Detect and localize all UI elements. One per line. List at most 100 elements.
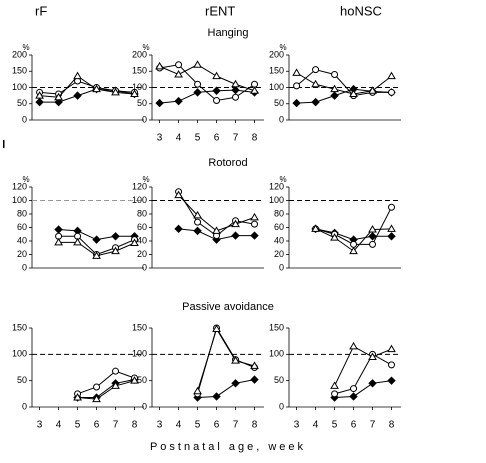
x-tick-label: 4	[313, 420, 319, 431]
marker	[349, 246, 358, 255]
series-line	[159, 64, 255, 92]
y-tick-label: 100	[12, 82, 27, 92]
y-axis-label: %	[142, 43, 149, 52]
y-tick-label: 80	[274, 208, 284, 218]
marker	[130, 89, 139, 97]
marker	[368, 225, 377, 233]
y-tick-label: 20	[274, 249, 284, 259]
marker	[212, 392, 221, 401]
marker	[73, 237, 82, 246]
y-tick-label: 150	[12, 322, 27, 332]
marker	[250, 375, 259, 384]
column-title: rF	[35, 3, 47, 18]
marker	[174, 96, 183, 106]
y-axis-label: %	[279, 43, 286, 52]
marker	[92, 394, 101, 403]
marker	[175, 61, 183, 69]
x-tick-label: 4	[176, 133, 182, 144]
x-tick-label: 4	[176, 420, 182, 431]
y-tick-label: 60	[137, 222, 147, 232]
marker	[54, 92, 63, 101]
marker	[330, 84, 339, 93]
series-line	[39, 75, 135, 98]
marker	[350, 240, 358, 248]
y-tick-label: 0	[22, 401, 27, 411]
marker	[292, 98, 301, 108]
marker	[250, 231, 259, 240]
marker	[212, 226, 221, 234]
marker	[368, 232, 377, 241]
marker	[35, 97, 44, 107]
y-tick-label: 150	[132, 66, 147, 76]
marker	[112, 367, 120, 375]
marker	[35, 91, 44, 99]
x-tick-label: 7	[233, 133, 239, 144]
marker	[330, 381, 339, 389]
marker	[193, 210, 202, 219]
marker	[174, 190, 183, 199]
marker	[312, 66, 320, 74]
marker	[387, 232, 396, 241]
y-tick-label: 60	[17, 222, 27, 232]
marker	[231, 219, 240, 228]
marker	[293, 82, 301, 90]
marker	[174, 70, 183, 78]
y-tick-label: 0	[142, 262, 147, 272]
y-tick-label: 80	[17, 208, 27, 218]
marker	[311, 79, 320, 88]
y-tick-label: 50	[274, 98, 284, 108]
x-tick-label: 5	[332, 420, 338, 431]
y-tick-label: 60	[274, 222, 284, 232]
marker	[250, 86, 259, 94]
x-tick-label: 5	[195, 133, 201, 144]
y-axis-label: %	[22, 43, 29, 52]
marker	[387, 344, 396, 353]
x-tick-label: 8	[252, 133, 258, 144]
marker	[350, 385, 358, 393]
y-tick-label: 40	[17, 235, 27, 245]
marker	[387, 71, 396, 80]
y-tick-label: 100	[269, 349, 284, 359]
marker	[232, 93, 240, 101]
y-tick-label: 200	[12, 49, 27, 59]
stray-mark	[3, 140, 5, 148]
y-tick-label: 50	[137, 98, 147, 108]
y-tick-label: 100	[269, 82, 284, 92]
y-tick-label: 50	[17, 375, 27, 385]
marker	[231, 85, 240, 95]
y-tick-label: 0	[142, 114, 147, 124]
marker	[155, 98, 164, 108]
x-tick-label: 6	[351, 420, 357, 431]
marker	[331, 390, 339, 398]
x-tick-label: 7	[113, 420, 119, 431]
marker	[111, 87, 120, 96]
marker	[330, 233, 339, 241]
y-tick-label: 100	[132, 82, 147, 92]
marker	[330, 91, 339, 100]
marker	[231, 379, 240, 388]
marker	[54, 237, 63, 246]
y-tick-label: 100	[132, 195, 147, 205]
series-line	[197, 326, 255, 394]
x-tick-label: 5	[75, 420, 81, 431]
y-tick-label: 100	[12, 349, 27, 359]
y-tick-label: 50	[137, 375, 147, 385]
marker	[193, 386, 202, 395]
y-tick-label: 0	[22, 262, 27, 272]
y-tick-label: 0	[279, 401, 284, 411]
marker	[250, 212, 259, 221]
series-line	[77, 380, 135, 400]
series-line	[334, 345, 392, 387]
series-line	[197, 327, 255, 392]
marker	[311, 97, 320, 107]
x-tick-label: 4	[56, 420, 62, 431]
marker	[349, 89, 358, 97]
marker	[73, 91, 82, 100]
x-tick-label: 3	[157, 133, 163, 144]
y-tick-label: 40	[137, 235, 147, 245]
y-tick-label: 100	[132, 349, 147, 359]
x-tick-label: 5	[195, 420, 201, 431]
x-tick-label: 3	[157, 420, 163, 431]
series-line	[197, 379, 255, 399]
